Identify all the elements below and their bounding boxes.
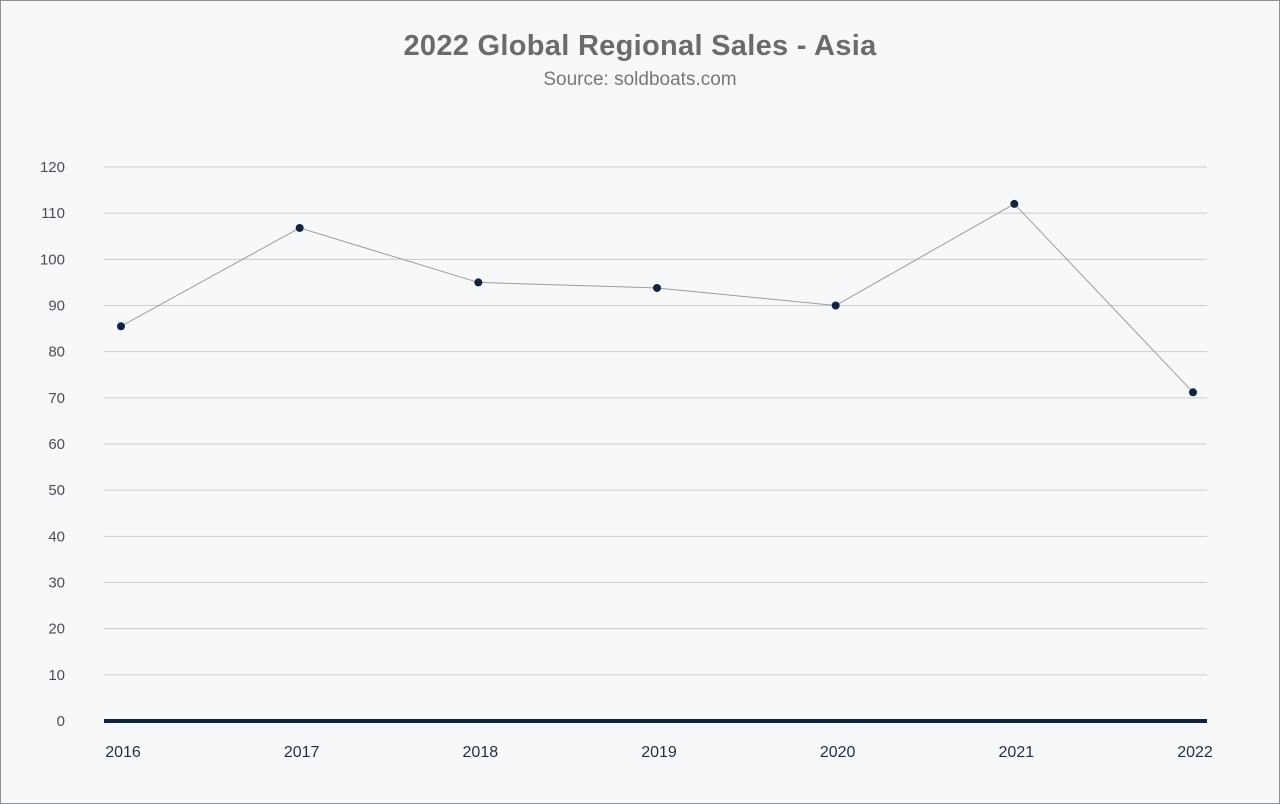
y-tick-label: 100: [40, 251, 65, 268]
data-point-2022: [1189, 388, 1197, 397]
y-tick-label: 70: [48, 390, 65, 407]
y-tick-label: 90: [48, 298, 65, 315]
y-tick-label: 60: [48, 436, 65, 453]
x-axis-ticks: 2016 2017 2018 2019 2020 2021 2022: [105, 744, 1213, 761]
y-tick-label: 20: [48, 621, 65, 638]
x-tick-label: 2017: [284, 744, 320, 761]
x-tick-label: 2018: [463, 744, 499, 761]
chart-title: 2022 Global Regional Sales - Asia: [403, 30, 877, 62]
chart-subtitle: Source: soldboats.com: [543, 69, 737, 90]
y-tick-label: 110: [41, 205, 65, 222]
y-tick-label: 10: [48, 667, 65, 684]
data-point-2017: [295, 223, 304, 232]
series-line: [120, 203, 1194, 393]
data-point-2016: [117, 322, 125, 331]
grid-lines: [104, 166, 1207, 723]
x-tick-label: 2020: [820, 744, 856, 761]
data-point-2018: [474, 278, 483, 287]
y-tick-label: 40: [48, 528, 65, 545]
x-tick-label: 2022: [1177, 744, 1213, 761]
y-tick-label: 120: [40, 159, 65, 176]
y-axis-ticks: 0 10 20 30 40 50 60 70 80 90 100 110 120: [40, 159, 65, 730]
data-point-2021: [1010, 199, 1019, 208]
data-point-2020: [831, 301, 840, 310]
y-tick-label: 0: [57, 713, 65, 730]
series-layer: [117, 199, 1197, 397]
data-point-2019: [653, 283, 661, 292]
y-tick-label: 80: [48, 344, 65, 361]
x-tick-label: 2021: [999, 744, 1035, 761]
y-tick-label: 30: [48, 575, 65, 592]
y-tick-label: 50: [48, 482, 65, 499]
x-tick-label: 2019: [641, 744, 677, 761]
x-tick-label: 2016: [105, 744, 141, 761]
